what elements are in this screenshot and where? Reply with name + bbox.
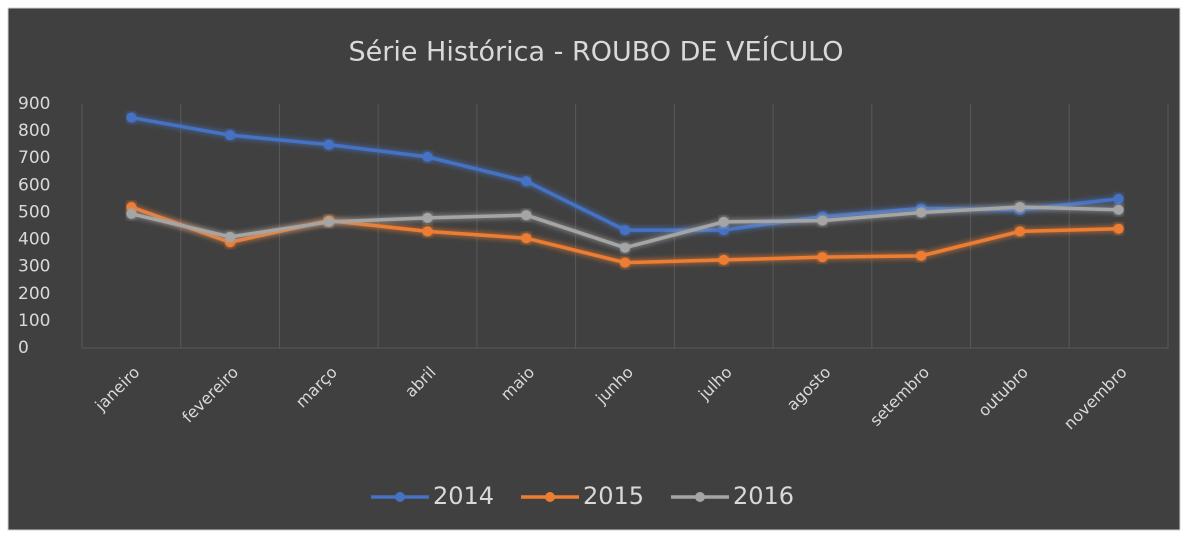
data-point <box>817 252 828 263</box>
data-point <box>620 242 630 253</box>
y-tick-label: 400 <box>18 230 50 250</box>
data-point <box>916 250 927 261</box>
y-tick-label: 800 <box>18 121 50 141</box>
data-point <box>817 215 828 226</box>
data-point <box>1113 193 1124 204</box>
data-point <box>1014 202 1025 213</box>
data-point <box>1113 204 1124 215</box>
legend-marker <box>695 492 705 502</box>
data-point <box>620 257 630 268</box>
data-point <box>718 216 729 227</box>
data-point <box>225 130 236 141</box>
legend-marker <box>395 492 405 502</box>
data-point <box>323 216 334 227</box>
data-point <box>1014 226 1025 237</box>
data-point <box>521 210 532 221</box>
data-point <box>422 226 433 237</box>
data-point <box>718 254 729 265</box>
y-tick-label: 500 <box>18 202 50 222</box>
data-point <box>1113 223 1124 234</box>
data-point <box>126 208 137 219</box>
chart-background <box>7 7 1181 531</box>
y-tick-label: 600 <box>18 175 50 195</box>
data-point <box>521 233 532 244</box>
data-point <box>916 207 927 218</box>
data-point <box>620 225 630 236</box>
y-tick-label: 100 <box>18 311 50 331</box>
y-tick-label: 900 <box>18 94 50 114</box>
y-tick-label: 200 <box>18 284 50 304</box>
data-point <box>718 225 729 236</box>
data-point <box>225 231 236 242</box>
data-point <box>422 212 433 223</box>
data-point <box>521 176 532 187</box>
legend-marker <box>545 492 555 502</box>
legend-label: 2016 <box>733 482 794 510</box>
legend-label: 2014 <box>433 482 494 510</box>
data-point <box>323 139 334 150</box>
legend-label: 2015 <box>583 482 644 510</box>
y-tick-label: 300 <box>18 257 50 277</box>
y-tick-label: 0 <box>18 338 29 358</box>
y-tick-label: 700 <box>18 148 50 168</box>
chart-title: Série Histórica - ROUBO DE VEÍCULO <box>349 36 844 68</box>
data-point <box>422 151 433 162</box>
data-point <box>126 112 137 123</box>
